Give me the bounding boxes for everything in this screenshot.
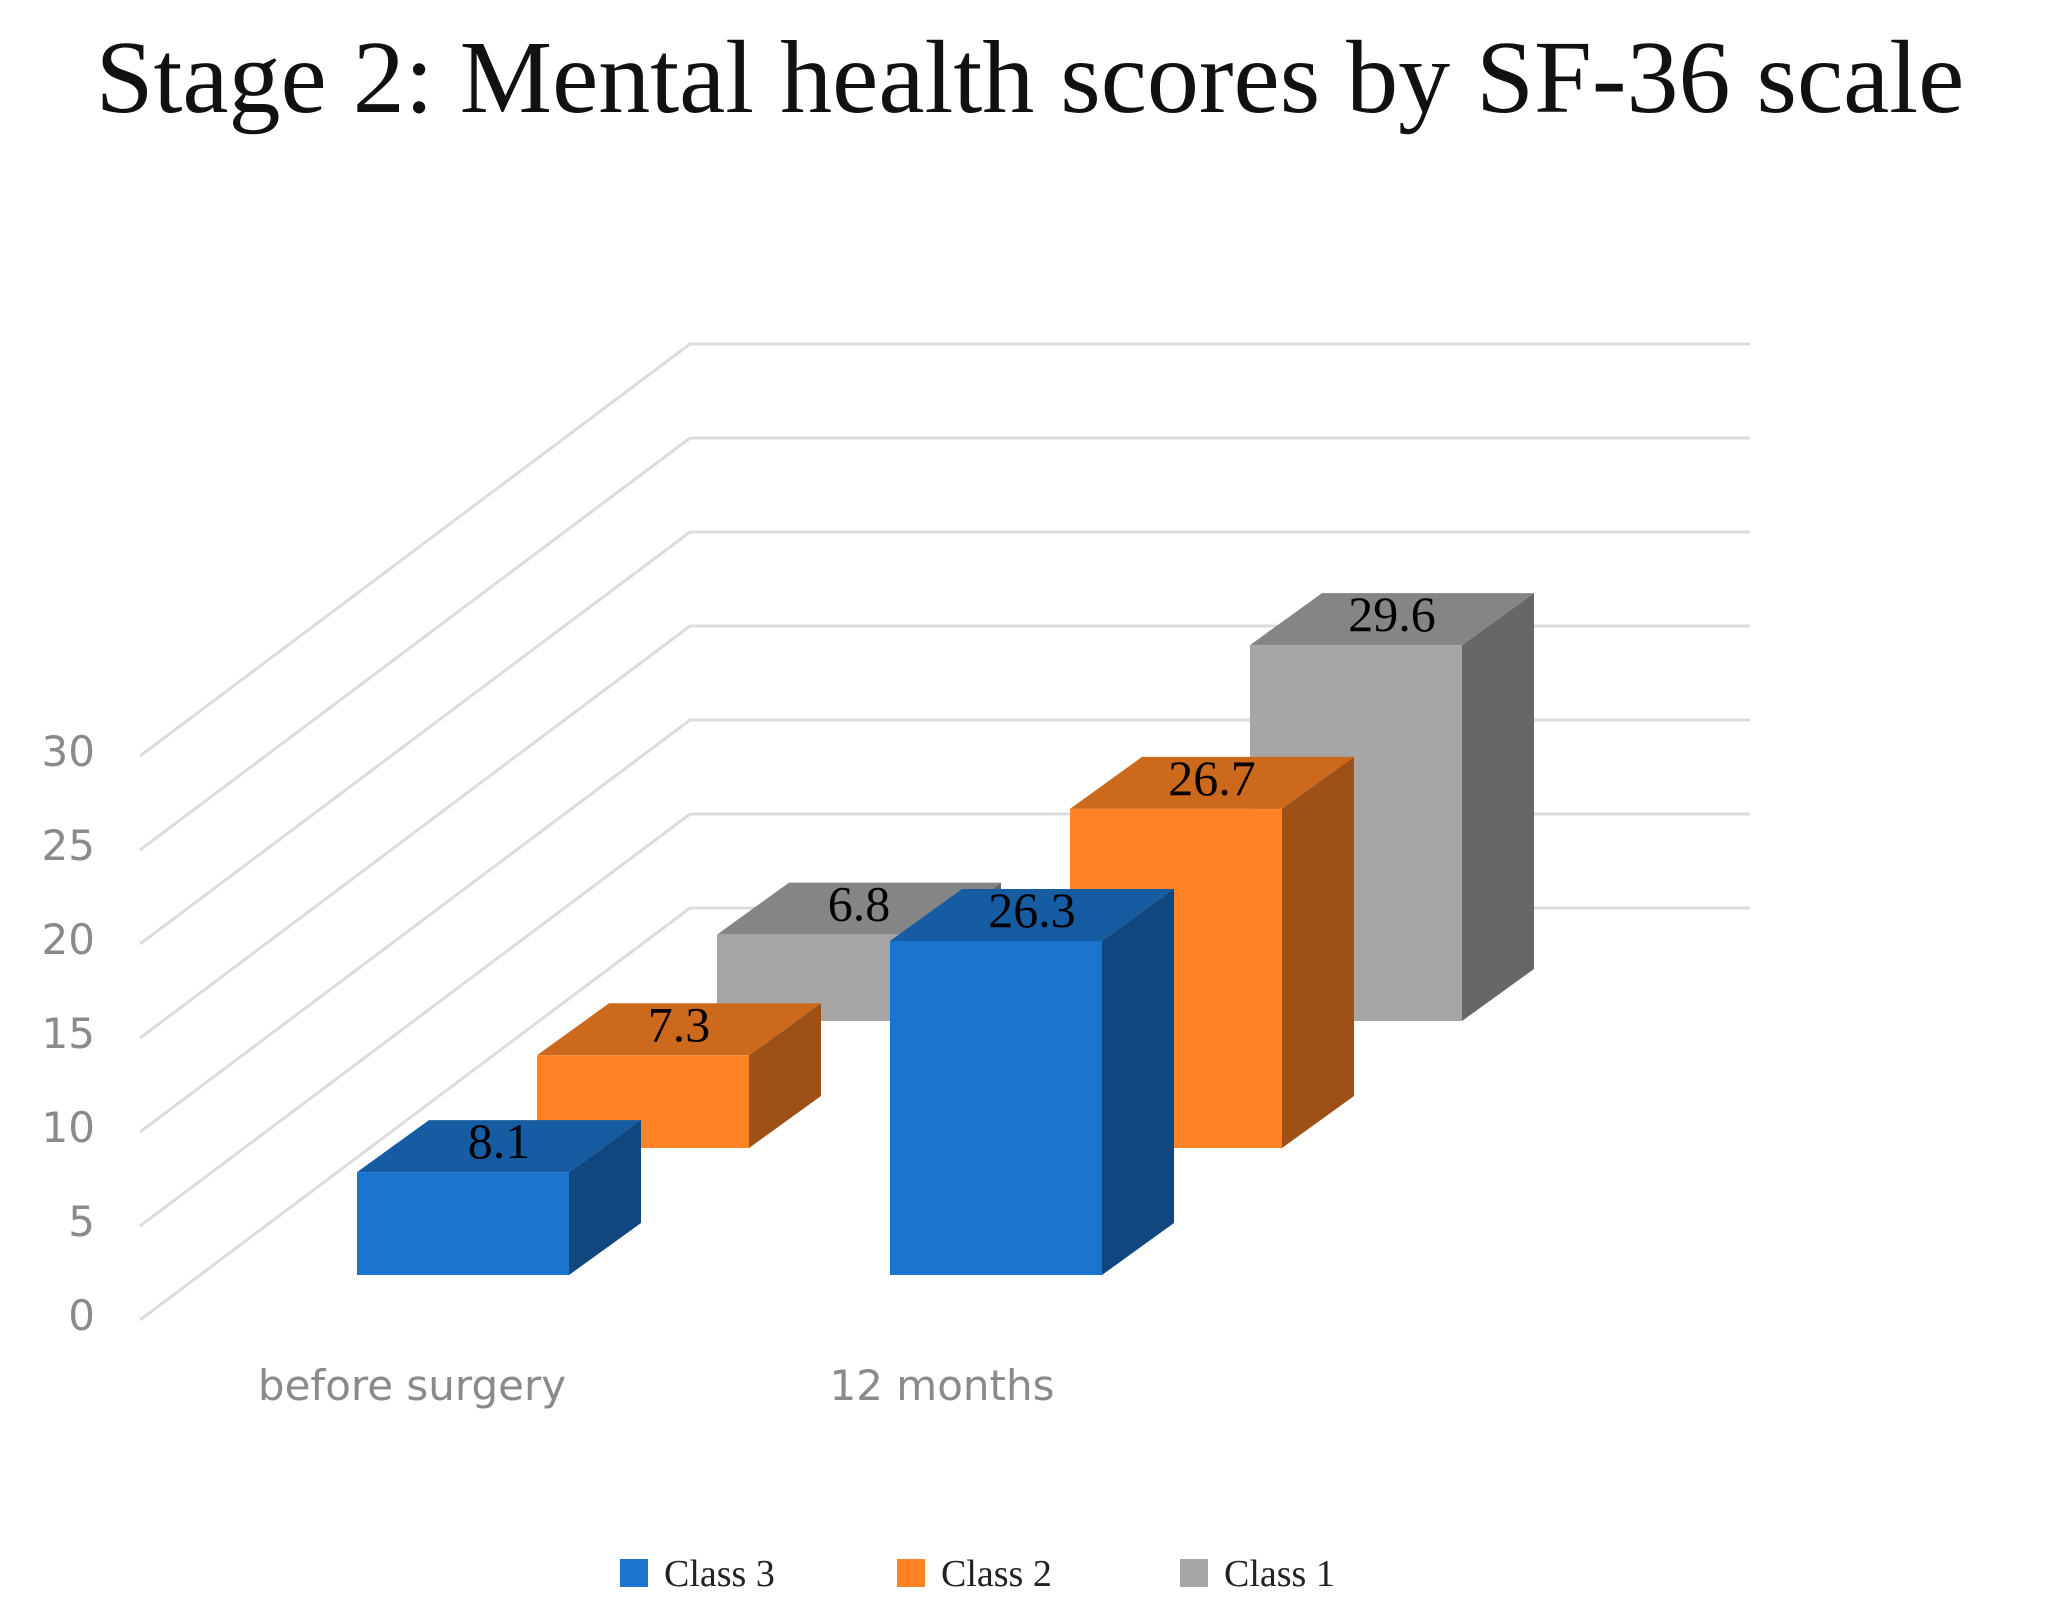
legend-label: Class 1 xyxy=(1224,1553,1335,1595)
y-tick-label: 30 xyxy=(42,727,95,776)
legend-swatch xyxy=(1180,1559,1208,1587)
x-axis: before surgery 12 months xyxy=(258,1361,1055,1410)
bar-side xyxy=(1462,593,1534,1021)
y-tick-label: 10 xyxy=(42,1103,95,1152)
bar-top xyxy=(890,888,1174,941)
bar-side xyxy=(1102,888,1174,1275)
data-label: 8.1 xyxy=(468,1113,531,1169)
legend-label: Class 2 xyxy=(941,1553,1052,1595)
grid-line xyxy=(139,436,1750,852)
chart-title: Stage 2: Mental health scores by SF-36 s… xyxy=(96,20,1965,135)
x-tick-label: 12 months xyxy=(830,1361,1055,1410)
y-axis: 0 5 10 15 20 25 30 xyxy=(42,727,95,1340)
data-label: 26.7 xyxy=(1168,750,1256,806)
data-label: 26.3 xyxy=(988,882,1076,938)
legend-swatch xyxy=(620,1559,648,1587)
legend: Class 3 Class 2 Class 1 xyxy=(620,1553,1335,1595)
bars xyxy=(357,593,1534,1275)
grid xyxy=(139,342,1750,1322)
legend-label: Class 3 xyxy=(664,1553,775,1595)
bar-top xyxy=(537,1003,821,1056)
y-tick-label: 20 xyxy=(42,915,95,964)
y-tick-label: 25 xyxy=(42,821,95,870)
data-label: 29.6 xyxy=(1348,586,1436,642)
legend-item: Class 3 xyxy=(620,1553,775,1595)
y-tick-label: 0 xyxy=(68,1291,95,1340)
bar xyxy=(357,1120,641,1275)
bar-top xyxy=(357,1120,641,1173)
bar-top xyxy=(1070,756,1354,809)
bar-side xyxy=(1282,756,1354,1148)
data-label: 6.8 xyxy=(828,876,891,932)
grid-line xyxy=(139,530,1750,946)
grid-line xyxy=(139,342,1750,758)
bar-front xyxy=(357,1172,569,1275)
data-label: 7.3 xyxy=(648,996,711,1052)
bar-front xyxy=(890,940,1102,1275)
bar-side xyxy=(749,1003,821,1148)
legend-item: Class 1 xyxy=(1180,1553,1335,1595)
y-tick-label: 5 xyxy=(68,1197,95,1246)
legend-swatch xyxy=(897,1559,925,1587)
y-tick-label: 15 xyxy=(42,1009,95,1058)
bar-side xyxy=(569,1120,641,1275)
bar-top xyxy=(1250,593,1534,646)
bar xyxy=(890,888,1174,1275)
data-labels: 6.8 7.3 8.1 29.6 26.7 26.3 xyxy=(468,586,1436,1169)
bar xyxy=(1250,593,1534,1021)
x-tick-label: before surgery xyxy=(258,1361,566,1410)
legend-item: Class 2 xyxy=(897,1553,1052,1595)
